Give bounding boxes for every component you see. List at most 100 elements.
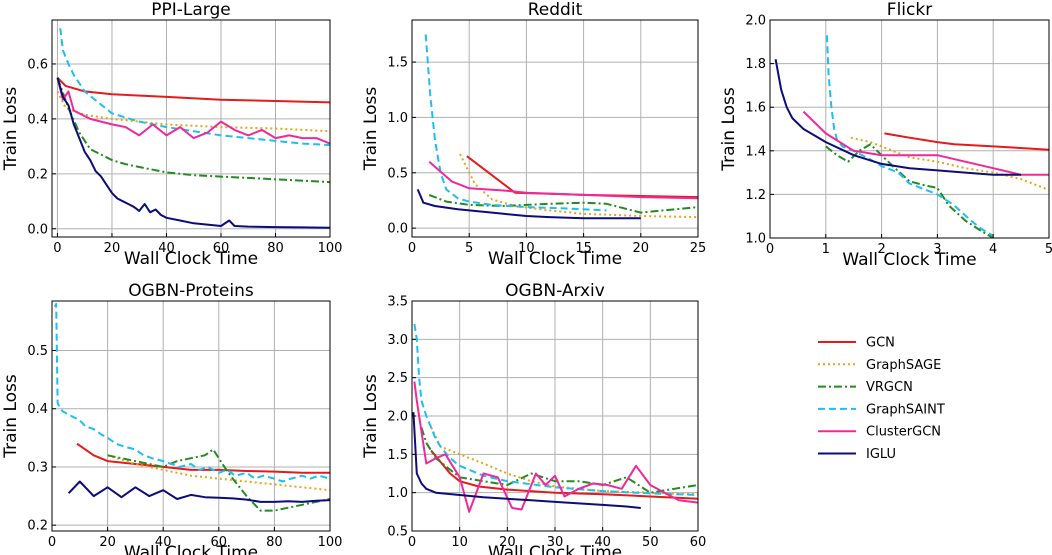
y-tick-label: 3.5: [387, 295, 408, 310]
x-tick-label: 80: [266, 535, 283, 550]
x-tick-label: 40: [155, 535, 172, 550]
panel-title: OGBN-Arxiv: [505, 281, 605, 301]
x-axis-label: Wall Clock Time: [488, 543, 622, 555]
y-tick-label: 0.5: [387, 525, 408, 540]
series-line-graphsage: [850, 136, 1049, 191]
y-tick-label: 3.0: [387, 333, 408, 348]
x-tick-label: 5: [465, 241, 473, 256]
y-tick-label: 1.5: [387, 448, 408, 463]
x-tick-label: 30: [547, 535, 564, 550]
series-line-graphsaint: [424, 34, 607, 212]
x-tick-label: 0: [53, 241, 61, 256]
y-tick-label: 0.3: [27, 460, 48, 475]
x-tick-label: 20: [633, 241, 650, 256]
y-tick-label: 0.4: [27, 402, 48, 417]
series-line-iglu: [56, 77, 330, 229]
y-tick-label: 2.0: [387, 410, 408, 425]
y-tick-label: 0.2: [27, 519, 48, 534]
legend-label-vrgcn: VRGCN: [866, 380, 913, 395]
y-tick-label: 1.2: [745, 188, 766, 203]
x-tick-label: 20: [104, 241, 121, 256]
series-line-iglu: [412, 412, 641, 509]
x-axis-label: Wall Clock Time: [842, 250, 976, 270]
series-line-graphsaint: [53, 302, 330, 483]
series-line-gcn: [76, 442, 330, 474]
y-tick-label: 2.5: [387, 371, 408, 386]
panel-title: OGBN-Proteins: [128, 281, 254, 301]
x-axis-label: Wall Clock Time: [124, 249, 258, 269]
panel-title: PPI-Large: [151, 0, 230, 20]
y-axis-label: Train Loss: [719, 87, 739, 172]
series-line-clustergcn: [802, 110, 1049, 176]
x-tick-label: 60: [690, 535, 707, 550]
legend-label-clustergcn: ClusterGCN: [866, 425, 941, 440]
x-tick-label: 0: [408, 535, 416, 550]
subplot-3: 0 20 40 60 80 100 0.2 0.3 0.4 0.5 OGBN-Proteins Wal…: [1, 281, 342, 555]
series-line-gcn: [56, 76, 330, 104]
series-line-iglu: [67, 480, 330, 503]
y-tick-label: 0.5: [27, 344, 48, 359]
x-tick-label: 5: [1045, 242, 1052, 257]
series-line-gcn: [884, 132, 1049, 151]
y-tick-label: 0.5: [387, 166, 408, 181]
series-line-clustergcn: [428, 160, 698, 200]
series-line-gcn: [430, 449, 698, 500]
y-axis-label: Train Loss: [1, 374, 21, 459]
x-tick-label: 80: [267, 241, 284, 256]
y-tick-label: 1.0: [387, 111, 408, 126]
legend: GCN GraphSAGE VRGCN GraphSAINT ClusterGCN IGL…: [818, 336, 945, 462]
x-tick-label: 10: [451, 535, 468, 550]
legend-label-gcn: GCN: [866, 336, 895, 351]
legend-label-iglu: IGLU: [866, 447, 896, 462]
x-tick-label: 15: [575, 241, 592, 256]
x-tick-label: 50: [642, 535, 659, 550]
series-line-clustergcn: [413, 381, 698, 513]
x-tick-label: 60: [213, 241, 230, 256]
y-axis-label: Train Loss: [361, 374, 381, 459]
x-tick-label: 1: [822, 242, 830, 257]
x-tick-label: 60: [211, 535, 228, 550]
series-line-iglu: [774, 59, 1022, 176]
x-axis-label: Wall Clock Time: [488, 249, 622, 269]
x-tick-label: 3: [933, 242, 941, 257]
series-line-iglu: [416, 189, 641, 220]
x-tick-label: 100: [318, 535, 343, 550]
x-tick-label: 0: [408, 241, 416, 256]
plot-frame: [51, 19, 331, 238]
series-line-vrgcn: [825, 143, 994, 238]
series-line-graphsaint: [59, 28, 330, 146]
x-tick-label: 100: [318, 241, 343, 256]
y-tick-label: 1.6: [745, 101, 766, 116]
series-line-vrgcn: [428, 193, 698, 214]
legend-label-graphsage: GraphSAGE: [866, 358, 941, 373]
panel-title: Reddit: [528, 0, 583, 20]
series-line-clustergcn: [56, 77, 330, 145]
y-tick-label: 1.0: [745, 232, 766, 247]
y-tick-label: 0.4: [27, 112, 48, 127]
series-line-vrgcn: [56, 77, 330, 184]
subplot-2: 0 1 2 3 4 5 1.0 1.2 1.4 1.6 1.8 2.0 Flickr Wall Clock…: [719, 0, 1052, 270]
subplot-4: 0 10 20 30 40 50 60 0.5 1.0 1.5 2.0 2.5 3.0 3.5 OGBN-A…: [361, 281, 706, 555]
x-tick-label: 25: [690, 241, 707, 256]
x-tick-label: 0: [766, 242, 774, 257]
series-line-graphsage: [430, 427, 698, 496]
panel-title: Flickr: [887, 0, 932, 20]
x-tick-label: 4: [989, 242, 997, 257]
plot-frame: [51, 300, 331, 532]
series-line-graphsaint: [413, 323, 698, 496]
x-tick-label: 20: [499, 535, 516, 550]
subplot-0: 0 20 40 60 80 100 0.0 0.2 0.4 0.6 PPI-Large Wall Cl…: [1, 0, 342, 269]
y-axis-label: Train Loss: [361, 87, 381, 172]
legend-label-graphsaint: GraphSAINT: [866, 402, 945, 417]
y-tick-label: 0.6: [27, 57, 48, 72]
x-tick-label: 20: [99, 535, 116, 550]
y-tick-label: 0.0: [27, 222, 48, 237]
y-tick-label: 1.8: [745, 57, 766, 72]
x-axis-label: Wall Clock Time: [124, 543, 258, 555]
y-tick-label: 2.0: [745, 14, 766, 29]
x-tick-label: 0: [48, 535, 56, 550]
series-line-vrgcn: [420, 427, 698, 494]
y-tick-label: 1.5: [387, 56, 408, 71]
